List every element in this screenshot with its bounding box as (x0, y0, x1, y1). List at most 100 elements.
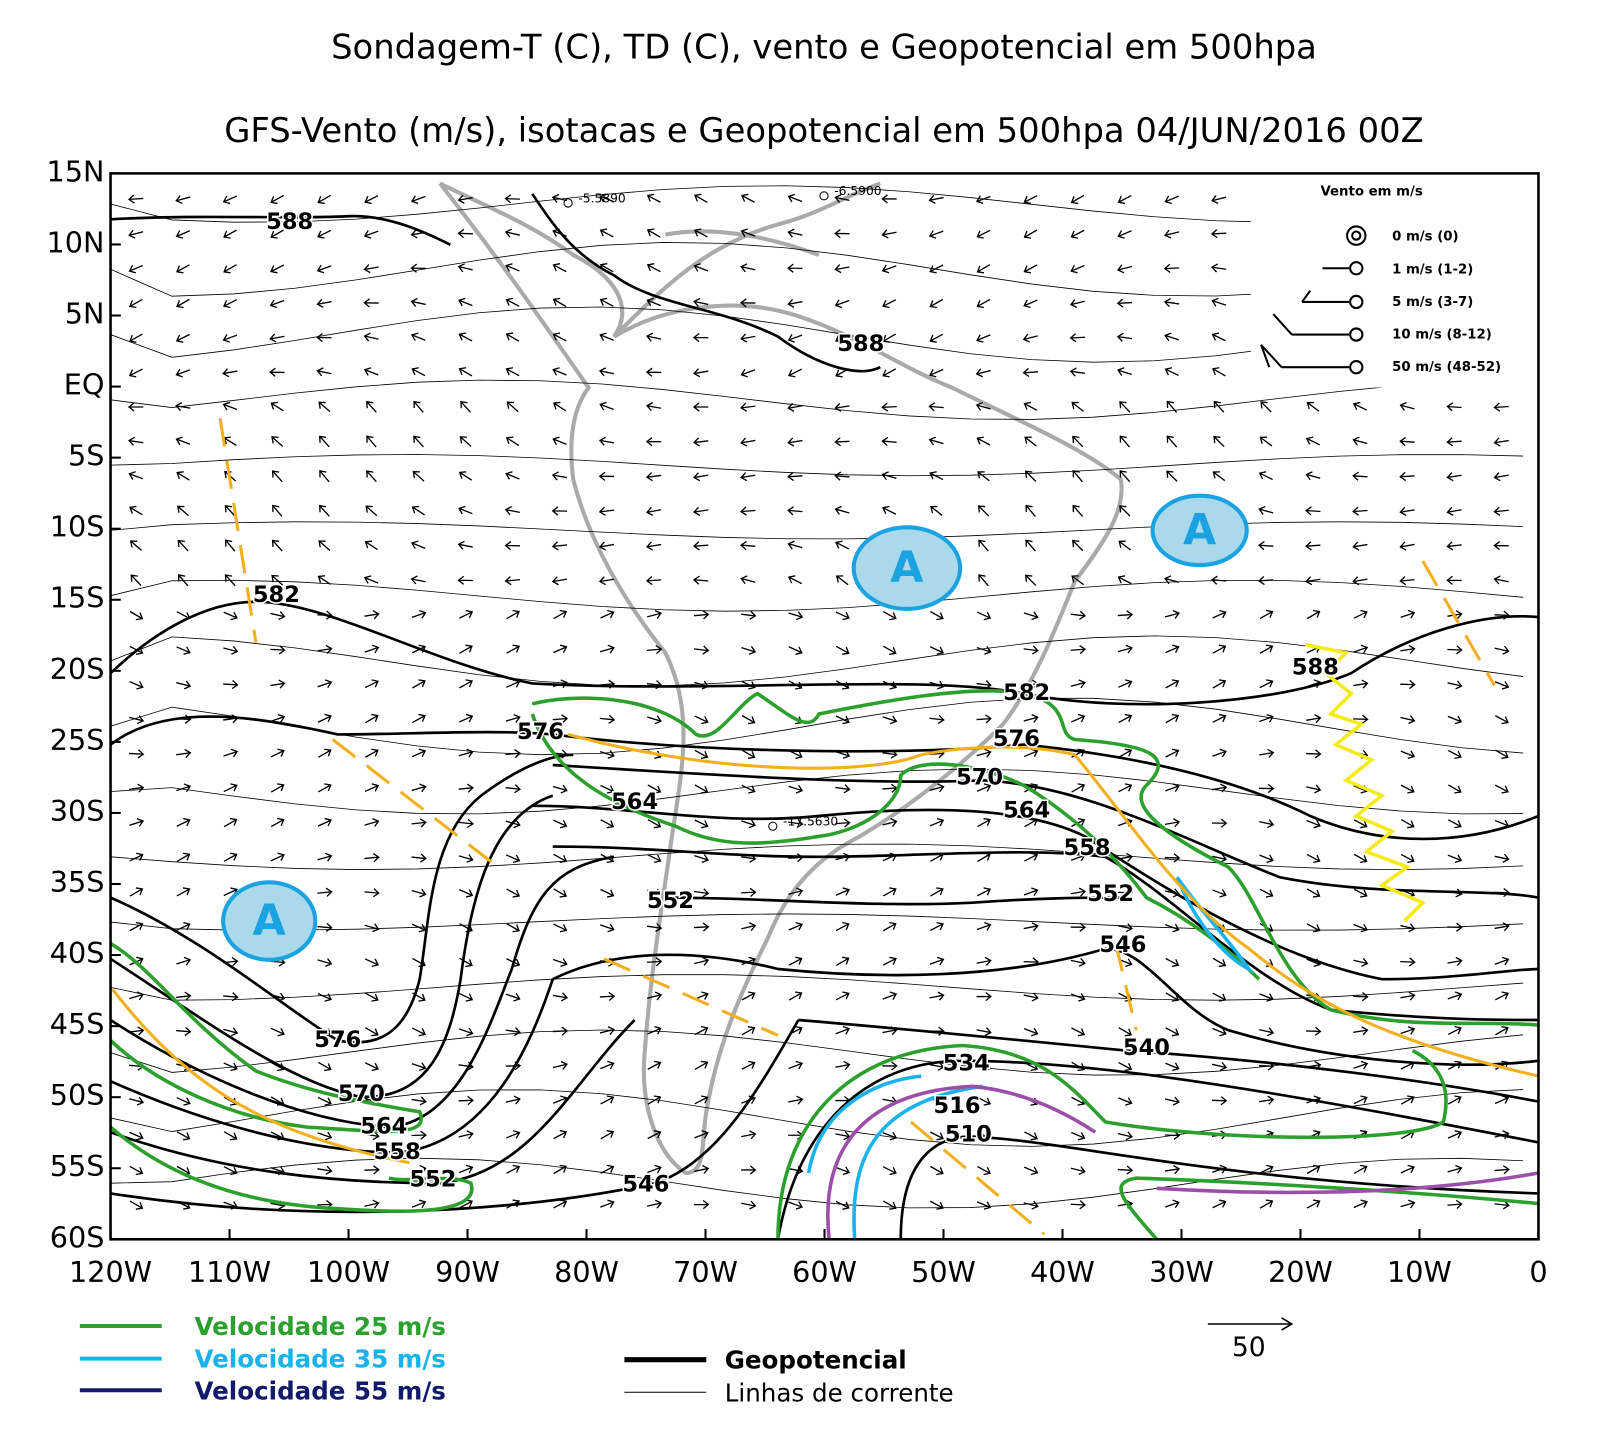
wind-arrow (599, 401, 614, 411)
reference-vector (1207, 1317, 1294, 1331)
wind-arrow (553, 644, 568, 654)
wind-arrow (599, 679, 616, 689)
wind-arrow (1118, 1097, 1133, 1106)
wind-arrow (270, 783, 285, 793)
wind-arrow (363, 575, 379, 584)
isotach-25 (109, 1125, 474, 1214)
wind-arrow (364, 195, 379, 205)
wind-arrow (599, 714, 616, 724)
wind-arrow (741, 646, 757, 655)
wind-arrow (598, 506, 615, 516)
wind-arrow (1399, 401, 1415, 411)
barb-flag (1260, 344, 1283, 368)
wind-arrow (127, 402, 144, 412)
wind-arrow (224, 574, 236, 587)
wind-arrow (411, 367, 426, 377)
wind-arrow (458, 1130, 474, 1140)
isotach-25 (531, 689, 1539, 1027)
wind-arrow (1400, 679, 1416, 690)
wind-arrow (318, 401, 331, 413)
wind-arrow (1070, 957, 1086, 967)
wind-arrow (694, 1164, 710, 1174)
wind-arrow (222, 334, 238, 343)
wind-arrow (835, 1026, 851, 1035)
wind-arrow (1353, 1026, 1369, 1036)
wind-arrow (176, 1097, 191, 1106)
contour-label: 540 (1123, 1035, 1170, 1061)
wind-arrow (1306, 1164, 1321, 1175)
wind-arrow (928, 194, 944, 204)
wind-arrow (317, 1061, 332, 1072)
wind-arrow (222, 401, 238, 411)
wind-arrow (317, 1165, 333, 1175)
station-label: -5.5890 (578, 191, 625, 205)
wind-arrow (505, 1027, 521, 1037)
wind-arrow (1212, 992, 1227, 1002)
wind-arrow (505, 714, 521, 723)
wind-arrow (505, 332, 520, 342)
contour-label: 582 (253, 582, 300, 608)
wind-arrow (1353, 679, 1369, 689)
wind-arrow (552, 784, 568, 794)
wind-arrow (788, 784, 804, 794)
wind-arrow (834, 471, 850, 481)
wind-arrow (788, 1201, 804, 1210)
wind-arrow (929, 368, 944, 378)
wind-arrow (318, 540, 331, 551)
wind-arrow (458, 1095, 474, 1106)
wind-arrow (176, 1026, 192, 1037)
wind-arrow (176, 264, 190, 274)
wind-arrow (645, 472, 662, 482)
isotach-25 (530, 713, 1261, 981)
wind-arrow (1352, 541, 1368, 551)
wind-arrow (1023, 229, 1038, 239)
wind-arrow (1164, 818, 1181, 828)
wind-arrow (834, 505, 850, 515)
wind-arrow (882, 505, 897, 515)
wind-arrow (788, 818, 804, 829)
wind-arrow (459, 957, 473, 968)
wind-arrow (930, 505, 943, 516)
reference-vector-label: 50 (1232, 1332, 1266, 1363)
wind-arrow (740, 472, 756, 482)
wind-arrow (270, 1027, 285, 1037)
wind-arrow (364, 958, 380, 968)
wind-arrow (1352, 471, 1368, 481)
wind-arrow (1259, 609, 1274, 620)
high-marker (221, 880, 318, 962)
wind-arrow (270, 401, 284, 412)
wind-arrow (1165, 1199, 1180, 1209)
wind-arrow (882, 1061, 898, 1071)
wind-arrow (223, 1062, 238, 1072)
trough-axis (218, 417, 258, 643)
wind-arrow (600, 888, 615, 898)
wind-arrow (1447, 991, 1463, 1001)
contour-label: 588 (1292, 655, 1339, 681)
wind-arrow (316, 298, 332, 308)
wind-arrow (835, 956, 850, 967)
wind-arrow (363, 298, 379, 308)
wind-arrow (551, 541, 568, 551)
wind-arrow (788, 646, 803, 655)
wind-arrow (365, 505, 378, 517)
x-tick-label: 70W (673, 1255, 738, 1289)
wind-arrow (504, 541, 520, 551)
wind-arrow (1400, 957, 1416, 967)
contour-label: 570 (956, 765, 1003, 791)
wind-arrow (364, 748, 379, 758)
wind-arrow (269, 367, 285, 377)
wind-arrow (505, 436, 520, 447)
wind-arrow (459, 679, 473, 689)
wind-arrow (1400, 1164, 1415, 1174)
wind-arrow (1259, 993, 1274, 1002)
wind-arrow (881, 264, 897, 274)
wind-arrow (128, 783, 145, 793)
wind-legend-entry: 50 m/s (48-52) (1392, 360, 1501, 375)
wind-arrow (835, 750, 851, 759)
wind-arrow (1210, 263, 1227, 273)
wind-legend-title: Vento em m/s (1321, 185, 1423, 200)
legend-label: Velocidade 35 m/s (194, 1345, 445, 1374)
wind-arrow (1447, 854, 1463, 864)
wind-arrow (270, 748, 285, 758)
